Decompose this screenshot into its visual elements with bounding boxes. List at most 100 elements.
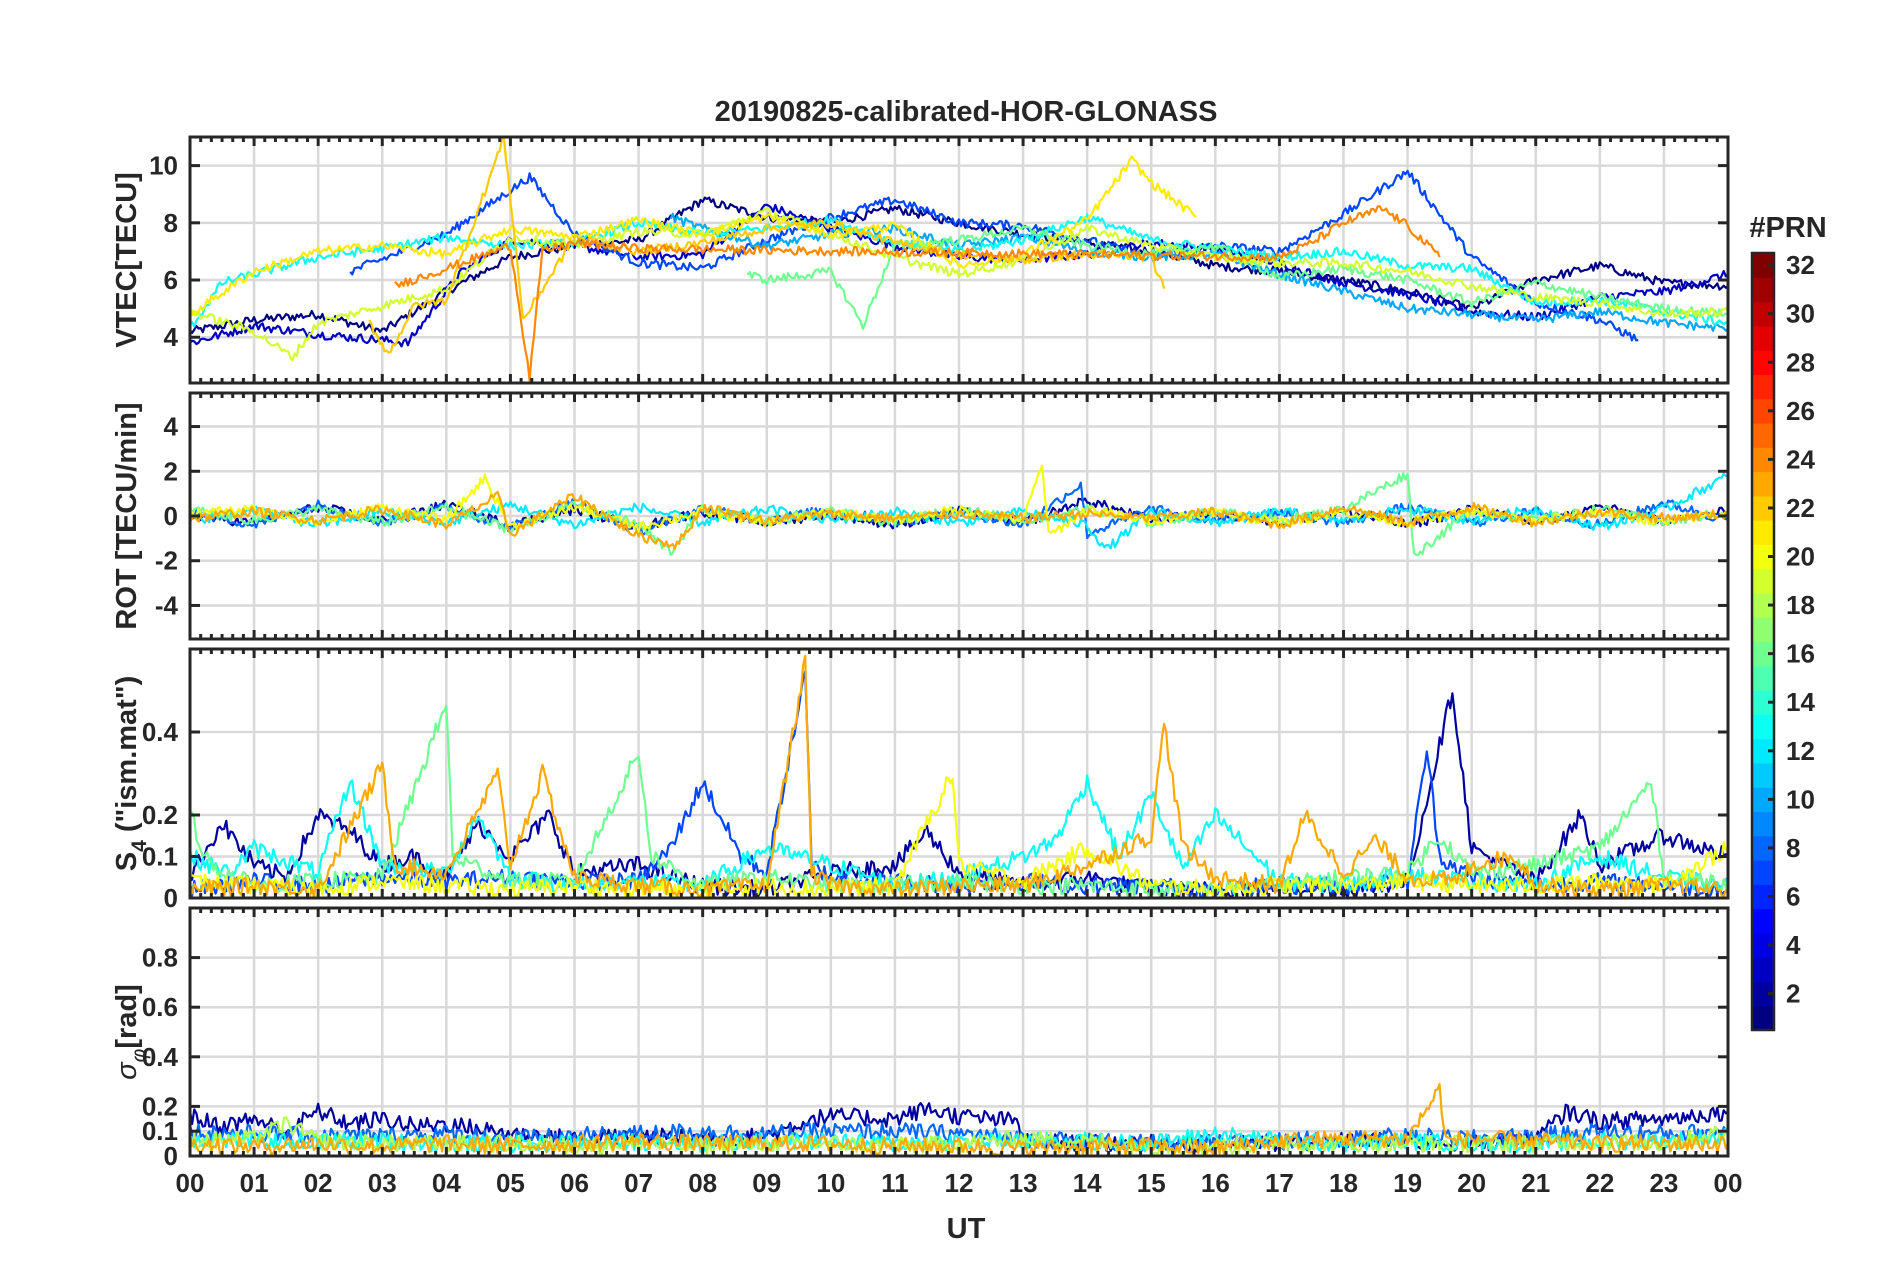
- x-tick-label: 05: [496, 1168, 525, 1198]
- y-axis-label-vtec: VTEC[TECU]: [111, 172, 143, 348]
- colorbar-tick-label: 32: [1786, 250, 1815, 280]
- colorbar-segment: [1752, 932, 1774, 958]
- series-line-prn-23: [190, 490, 1728, 550]
- colorbar-tick-label: 12: [1786, 736, 1815, 766]
- colorbar-segment: [1752, 811, 1774, 837]
- y-axis-label-rot: ROT [TECU/min]: [111, 402, 143, 629]
- y-tick-label: 2: [164, 456, 178, 486]
- colorbar-segment: [1752, 520, 1774, 545]
- x-tick-label: 00: [1714, 1168, 1743, 1198]
- y-tick-label: 0: [164, 501, 178, 531]
- series-line-prn-19: [190, 207, 1728, 362]
- y-tick-label: 10: [149, 151, 178, 181]
- colorbar-tick-label: 8: [1786, 833, 1800, 863]
- y-tick-label: 0.2: [142, 1091, 178, 1121]
- colorbar-segment: [1752, 665, 1774, 691]
- x-tick-label: 15: [1137, 1168, 1166, 1198]
- x-tick-label: 21: [1521, 1168, 1550, 1198]
- colorbar-segment: [1752, 738, 1774, 764]
- colorbar-segment: [1752, 714, 1774, 740]
- colorbar-segment: [1752, 471, 1774, 497]
- x-tick-label: 06: [560, 1168, 589, 1198]
- colorbar-segment: [1752, 544, 1774, 570]
- colorbar-tick-label: 6: [1786, 881, 1800, 911]
- y-tick-label: 0.1: [142, 842, 178, 872]
- x-tick-label: 20: [1457, 1168, 1486, 1198]
- colorbar-segment: [1752, 908, 1774, 934]
- y-tick-label: 0.1: [142, 1116, 178, 1146]
- x-tick-label: 11: [881, 1168, 909, 1198]
- y-tick-label: 0.4: [142, 1042, 179, 1072]
- colorbar-segment: [1752, 422, 1774, 448]
- y-tick-label: 6: [164, 265, 178, 295]
- series-line-prn-13: [190, 213, 1728, 328]
- colorbar-segment: [1752, 835, 1774, 861]
- colorbar-tick-label: 10: [1786, 784, 1815, 814]
- x-tick-label: 09: [752, 1168, 781, 1198]
- colorbar-tick-label: 28: [1786, 347, 1815, 377]
- y-axis-label-s4: S4 ("ism.mat"): [111, 676, 151, 872]
- colorbar-segment: [1752, 884, 1774, 910]
- series-line-prn-7: [349, 169, 1639, 342]
- x-tick-label: 13: [1009, 1168, 1038, 1198]
- colorbar-segment: [1752, 301, 1774, 327]
- x-tick-label: 00: [176, 1168, 205, 1198]
- y-tick-label: 0: [164, 1141, 178, 1171]
- colorbar-tick-label: 14: [1786, 687, 1815, 717]
- colorbar-tick-label: 20: [1786, 542, 1815, 572]
- x-tick-label: 12: [945, 1168, 974, 1198]
- colorbar-tick-label: 4: [1786, 930, 1801, 960]
- series-line-prn-22: [368, 137, 1166, 354]
- colorbar-frame: [1750, 251, 1776, 1032]
- colorbar-segment: [1752, 592, 1774, 618]
- colorbar-segment: [1752, 690, 1774, 715]
- colorbar-title: #PRN: [1749, 212, 1826, 244]
- series-line-prn-23: [190, 654, 1728, 898]
- colorbar-segment: [1752, 447, 1774, 473]
- panel-rot: -4 -2 0 2 4 ROT [TECU/min]: [111, 391, 1730, 641]
- y-tick-label: 0.4: [142, 717, 179, 747]
- colorbar-segment: [1752, 641, 1774, 667]
- series-line-prn-10: [669, 212, 1728, 332]
- colorbar-segment: [1752, 860, 1774, 885]
- series-line-prn-3: [190, 203, 1728, 348]
- series-line-prn-24: [394, 205, 1441, 382]
- chart-title: 20190825-calibrated-HOR-GLONASS: [715, 96, 1218, 128]
- colorbar-segment: [1752, 981, 1774, 1007]
- y-tick-label: 0.8: [142, 943, 178, 973]
- x-tick-label: 01: [240, 1168, 269, 1198]
- x-tick-label: 14: [1073, 1168, 1102, 1198]
- colorbar-segment: [1752, 787, 1774, 813]
- colorbar-segment: [1752, 495, 1774, 521]
- colorbar-segment: [1752, 957, 1774, 983]
- colorbar-segment: [1752, 253, 1774, 278]
- panel-s4: 0 0.1 0.2 0.4S4 ("ism.mat"): [111, 647, 1730, 913]
- colorbar-segment: [1752, 374, 1774, 400]
- x-axis-label: UT: [947, 1213, 986, 1245]
- y-tick-label: 0.6: [142, 992, 178, 1022]
- y-tick-label: 4: [164, 412, 179, 442]
- series-line-prn-21: [190, 155, 1197, 316]
- y-tick-label: 0.2: [142, 800, 178, 830]
- y-tick-label: 4: [164, 322, 179, 352]
- x-tick-label: 17: [1265, 1168, 1294, 1198]
- x-tick-label: 22: [1585, 1168, 1614, 1198]
- x-tick-label: 04: [432, 1168, 461, 1198]
- x-tick-label: 08: [688, 1168, 717, 1198]
- y-tick-label: 8: [164, 208, 178, 238]
- colorbar-tick-label: 24: [1786, 444, 1815, 474]
- x-tick-label: 02: [304, 1168, 333, 1198]
- y-tick-label: -2: [155, 546, 178, 576]
- panel-sigma: 00.10.2 0.4 0.6 0.8 σφ[rad]: [111, 906, 1730, 1171]
- y-axis-label-sigma: σφ[rad]: [111, 984, 151, 1080]
- colorbar-segment: [1752, 568, 1774, 594]
- x-tick-label: 16: [1201, 1168, 1230, 1198]
- colorbar-segment: [1752, 277, 1774, 303]
- colorbar-tick-label: 30: [1786, 299, 1815, 329]
- colorbar-tick-label: 16: [1786, 639, 1815, 669]
- x-tick-label: 19: [1393, 1168, 1422, 1198]
- colorbar-tick-label: 26: [1786, 396, 1815, 426]
